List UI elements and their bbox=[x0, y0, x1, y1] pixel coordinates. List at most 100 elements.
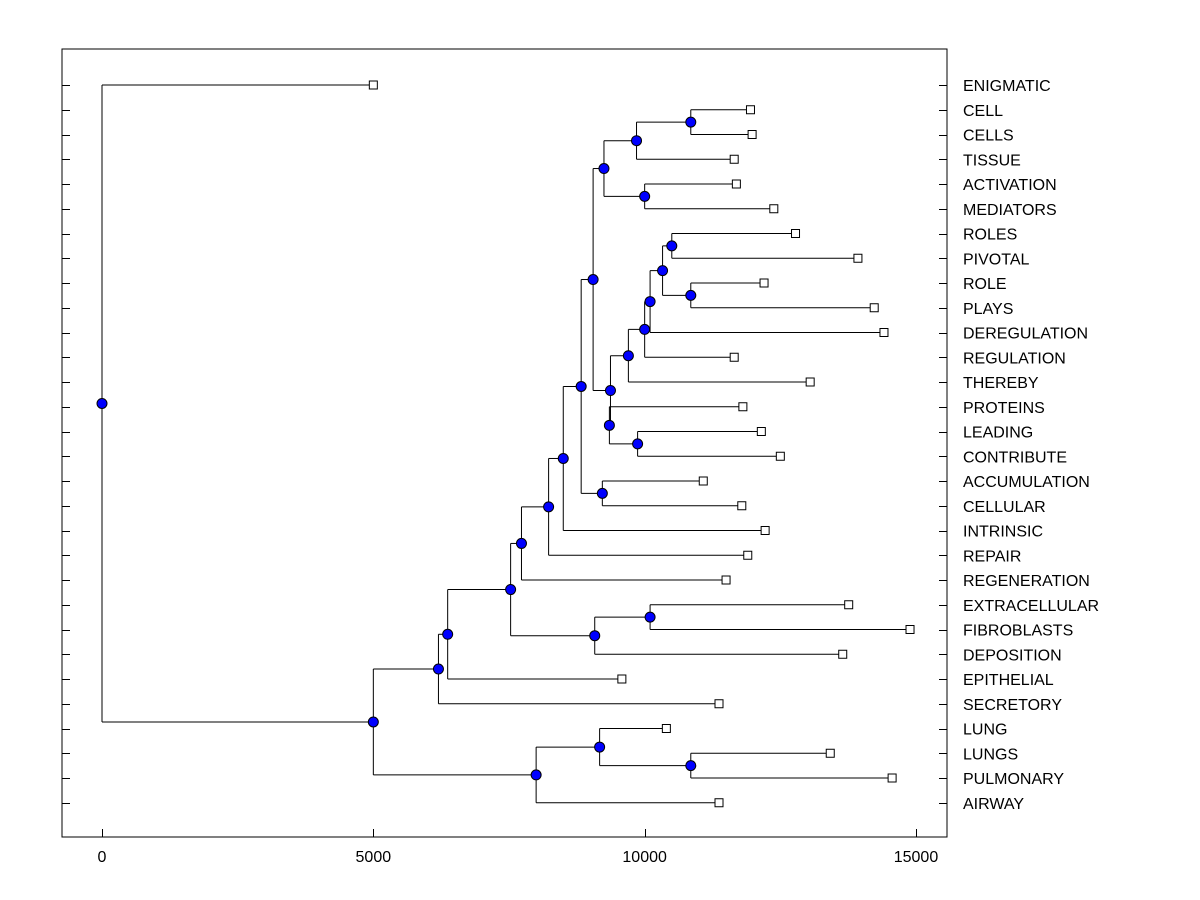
leaf-marker-deposition bbox=[838, 649, 848, 659]
leaf-label-cellular: CELLULAR bbox=[963, 499, 1046, 516]
leaf-label-cells: CELLS bbox=[963, 128, 1014, 145]
leaf-marker-role bbox=[759, 278, 769, 288]
leaf-label-regeneration: REGENERATION bbox=[963, 573, 1090, 590]
leaf-label-airway: AIRWAY bbox=[963, 796, 1024, 813]
leaf-marker-airway bbox=[714, 798, 724, 808]
leaf-marker-cellular bbox=[737, 501, 747, 511]
merge-node-n17 bbox=[557, 452, 569, 464]
leaf-label-extracellular: EXTRACELLULAR bbox=[963, 598, 1099, 615]
leaf-marker-deregulation bbox=[879, 328, 889, 337]
merge-node-n16 bbox=[575, 380, 587, 392]
merge-node-n21 bbox=[589, 630, 601, 642]
right-tick-marks bbox=[939, 85, 947, 804]
leaf-label-mediators: MEDIATORS bbox=[963, 202, 1057, 219]
leaf-label-pulmonary: PULMONARY bbox=[963, 771, 1064, 788]
leaf-marker-regulation bbox=[729, 352, 739, 362]
leaf-label-secretory: SECRETORY bbox=[963, 697, 1062, 714]
leaf-label-lungs: LUNGS bbox=[963, 746, 1018, 763]
merge-node-n13 bbox=[604, 385, 616, 397]
left-tick-marks bbox=[62, 85, 70, 804]
merge-node-n28 bbox=[367, 716, 379, 728]
leaf-marker-lungs bbox=[825, 748, 835, 758]
leaf-marker-pulmonary bbox=[887, 773, 897, 783]
merge-node-n19 bbox=[515, 537, 527, 549]
x-axis: 0 5000 10000 15000 bbox=[98, 829, 939, 866]
leaf-marker-cell bbox=[745, 105, 755, 115]
merge-node-n2 bbox=[631, 135, 643, 147]
leaf-marker-intrinsic bbox=[760, 526, 770, 535]
leaf-marker-pivotal bbox=[853, 253, 863, 263]
merge-node-n23 bbox=[442, 628, 454, 640]
leaf-label-tissue: TISSUE bbox=[963, 152, 1021, 169]
leaf-marker-proteins bbox=[738, 402, 748, 412]
leaf-label-regulation: REGULATION bbox=[963, 350, 1066, 367]
merge-node-n20 bbox=[644, 611, 656, 623]
merge-node-n14 bbox=[587, 274, 599, 286]
merge-node-n22 bbox=[505, 584, 517, 596]
merge-node-n10 bbox=[622, 350, 634, 362]
leaf-label-epithelial: EPITHELIAL bbox=[963, 672, 1054, 689]
leaf-label-thereby: THEREBY bbox=[963, 375, 1039, 392]
leaf-label-role: ROLE bbox=[963, 276, 1007, 293]
leaf-marker-thereby bbox=[805, 377, 815, 387]
merge-node-n11 bbox=[632, 438, 644, 450]
leaf-marker-plays bbox=[869, 303, 879, 313]
merge-node-n26 bbox=[594, 741, 606, 753]
merge-node-n15 bbox=[596, 487, 608, 499]
leaf-label-deregulation: DEREGULATION bbox=[963, 326, 1088, 343]
merge-node-n12 bbox=[603, 419, 615, 431]
leaf-label-roles: ROLES bbox=[963, 227, 1017, 244]
leaf-marker-repair bbox=[743, 550, 753, 560]
leaf-label-plays: PLAYS bbox=[963, 301, 1013, 318]
leaf-marker-extracellular bbox=[844, 600, 854, 610]
merge-node-n5 bbox=[666, 240, 678, 252]
merge-node-n1 bbox=[685, 116, 697, 128]
leaf-label-fibroblasts: FIBROBLASTS bbox=[963, 623, 1073, 640]
merge-node-n18 bbox=[543, 501, 555, 513]
leaf-marker-secretory bbox=[714, 699, 724, 709]
leaf-marker-contribute bbox=[775, 451, 785, 461]
merge-node-n8 bbox=[644, 296, 656, 308]
merge-node-root bbox=[96, 397, 108, 409]
leaf-marker-tissue bbox=[729, 154, 739, 164]
leaf-markers bbox=[368, 80, 915, 808]
leaf-marker-fibroblasts bbox=[905, 625, 915, 634]
merge-node-markers bbox=[96, 116, 697, 781]
plot-frame bbox=[61, 48, 948, 838]
merge-node-n6 bbox=[685, 289, 697, 301]
merge-node-n24 bbox=[432, 663, 444, 675]
leaf-marker-mediators bbox=[769, 204, 779, 214]
merge-node-n27 bbox=[530, 769, 542, 781]
x-tick-label: 0 bbox=[98, 849, 107, 866]
leaf-label-lung: LUNG bbox=[963, 722, 1007, 739]
leaf-label-activation: ACTIVATION bbox=[963, 177, 1057, 194]
merge-node-n7 bbox=[657, 265, 669, 277]
leaf-marker-activation bbox=[731, 179, 741, 189]
leaf-label-proteins: PROTEINS bbox=[963, 400, 1045, 417]
leaf-label-cell: CELL bbox=[963, 103, 1003, 120]
merge-node-n3 bbox=[639, 190, 651, 202]
leaf-label-repair: REPAIR bbox=[963, 548, 1021, 565]
leaf-marker-roles bbox=[791, 229, 801, 238]
leaf-marker-leading bbox=[756, 427, 766, 436]
leaf-label-accumulation: ACCUMULATION bbox=[963, 474, 1090, 491]
leaf-label-leading: LEADING bbox=[963, 425, 1033, 442]
merge-node-n4 bbox=[598, 163, 610, 175]
merge-node-n25 bbox=[685, 760, 697, 772]
x-tick-label: 15000 bbox=[894, 849, 939, 866]
leaf-marker-accumulation bbox=[698, 476, 708, 486]
leaf-labels: ENIGMATIC CELL CELLS TISSUE ACTIVATION MEDIAT… bbox=[963, 78, 1099, 813]
x-tick-label: 5000 bbox=[356, 849, 392, 866]
dendrogram-edges bbox=[101, 84, 911, 804]
leaf-marker-regeneration bbox=[721, 575, 731, 585]
leaf-marker-enigmatic bbox=[368, 80, 378, 90]
leaf-label-contribute: CONTRIBUTE bbox=[963, 449, 1067, 466]
x-tick-label: 10000 bbox=[622, 849, 667, 866]
leaf-label-intrinsic: INTRINSIC bbox=[963, 524, 1043, 541]
leaf-label-deposition: DEPOSITION bbox=[963, 647, 1062, 664]
leaf-marker-cells bbox=[747, 130, 757, 139]
leaf-marker-lung bbox=[661, 724, 671, 733]
leaf-label-pivotal: PIVOTAL bbox=[963, 251, 1029, 268]
leaf-label-enigmatic: ENIGMATIC bbox=[963, 78, 1051, 95]
